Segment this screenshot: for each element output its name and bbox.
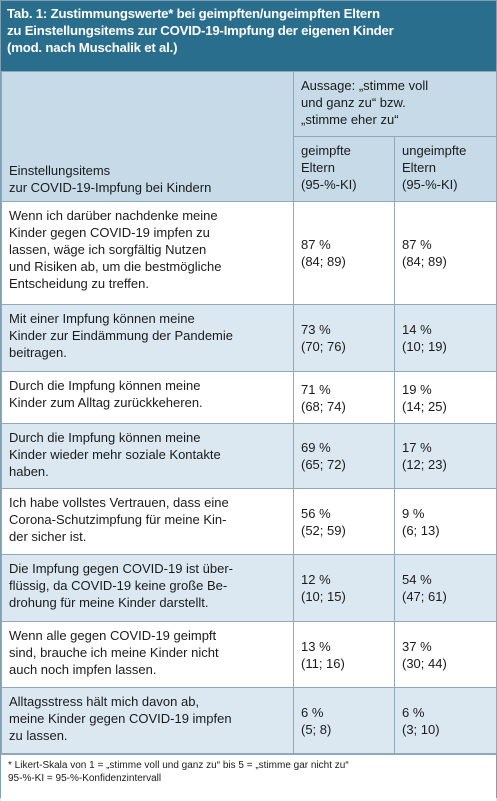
confidence-interval: (14; 25) [402,398,447,414]
percent: 12 % [301,572,331,587]
table-row: Durch die Impfung können meine Kinder zu… [1,371,497,424]
value-cell: 9 % (6; 13) [394,488,497,555]
value-cell: 71 % (68; 74) [293,371,395,424]
value-cell: 14 % (10; 19) [394,304,497,372]
percent: 56 % [301,505,331,521]
item-cell: Durch die Impfung können meine Kinder zu… [1,371,294,424]
header-row: Einstellungsitems zur COVID-19-Impfung b… [1,71,497,202]
percent: 54 % [402,572,432,587]
value-cell: 54 % (47; 61) [394,554,497,622]
confidence-interval: (10; 19) [402,339,447,354]
confidence-interval: (84; 89) [402,254,447,269]
value-cell: 37 % (30; 44) [394,621,497,688]
item-cell: Wenn ich darüber nachdenke meine Kinder … [1,201,294,305]
table-title: Tab. 1: Zustimmungswerte* bei geimpften/… [1,1,496,71]
confidence-interval: (6; 13) [402,522,440,538]
table-body: Einstellungsitems zur COVID-19-Impfung b… [1,71,497,754]
confidence-interval: (11; 16) [301,655,345,671]
value-cell: 69 % (65; 72) [293,423,395,489]
item-cell: Durch die Impfung können meine Kinder wi… [1,423,294,489]
percent: 13 % [301,638,331,654]
confidence-interval: (12; 23) [402,457,447,472]
header-cell: geimpfte Eltern (95-%-KI) [293,136,395,202]
percent: 9 % [402,505,425,521]
percent: 87 % [402,237,432,252]
confidence-interval: (5; 8) [301,721,332,737]
value-cell: 19 % (14; 25) [394,371,497,424]
percent: 87 % [301,237,331,252]
percent: 69 % [301,440,331,455]
confidence-interval: (84; 89) [301,254,346,269]
footnotes: * Likert-Skala von 1 = „stimme voll und … [1,754,496,801]
percent: 37 % [402,638,432,654]
confidence-interval: (52; 59) [301,522,346,538]
percent: 19 % [402,381,432,397]
header-cell: ungeimpfte Eltern (95-%-KI) [394,136,497,202]
footnote: * Likert-Skala von 1 = „stimme voll und … [8,760,349,771]
table-row: Wenn alle gegen COVID-19 geimpft sind, b… [1,621,497,688]
table-row: Ich habe vollstes Vertrauen, dass eine C… [1,488,497,555]
table-row: Mit einer Impfung können meine Kinder zu… [1,304,497,372]
confidence-interval: (65; 72) [301,457,346,472]
percent: 6 % [402,704,425,720]
value-cell: 73 % (70; 76) [293,304,395,372]
item-cell: Wenn alle gegen COVID-19 geimpft sind, b… [1,621,294,688]
confidence-interval: (68; 74) [301,398,346,414]
table-row: Alltagsstress hält mich davon ab, meine … [1,687,497,754]
item-cell: Mit einer Impfung können meine Kinder zu… [1,304,294,372]
footnote: 95-%-KI = 95-%-Konfidenzintervall [8,773,162,784]
item-cell: Ich habe vollstes Vertrauen, dass eine C… [1,488,294,555]
item-cell: Alltagsstress hält mich davon ab, meine … [1,687,294,754]
header-cell: Aussage: „stimme voll und ganz zu“ bzw. … [293,71,497,137]
percent: 17 % [402,440,432,455]
confidence-interval: (10; 15) [301,589,346,604]
item-cell: Die Impfung gegen COVID-19 ist über- flü… [1,554,294,622]
percent: 73 % [301,322,331,337]
value-cell: 17 % (12; 23) [394,423,497,489]
table-row: Wenn ich darüber nachdenke meine Kinder … [1,201,497,305]
table: Einstellungsitems zur COVID-19-Impfung b… [1,71,497,754]
header-cell: Einstellungsitems zur COVID-19-Impfung b… [1,71,294,202]
percent: 14 % [402,322,432,337]
value-cell: 6 % (3; 10) [394,687,497,754]
value-cell: 6 % (5; 8) [293,687,395,754]
value-cell: 87 % (84; 89) [293,201,395,305]
table-row: Durch die Impfung können meine Kinder wi… [1,423,497,489]
confidence-interval: (30; 44) [402,655,447,671]
value-cell: 56 % (52; 59) [293,488,395,555]
table-row: Die Impfung gegen COVID-19 ist über- flü… [1,554,497,622]
percent: 71 % [301,381,331,397]
confidence-interval: (3; 10) [402,721,440,737]
confidence-interval: (47; 61) [402,589,447,604]
value-cell: 12 % (10; 15) [293,554,395,622]
percent: 6 % [301,704,324,720]
value-cell: 13 % (11; 16) [293,621,395,688]
confidence-interval: (70; 76) [301,339,346,354]
value-cell: 87 % (84; 89) [394,201,497,305]
